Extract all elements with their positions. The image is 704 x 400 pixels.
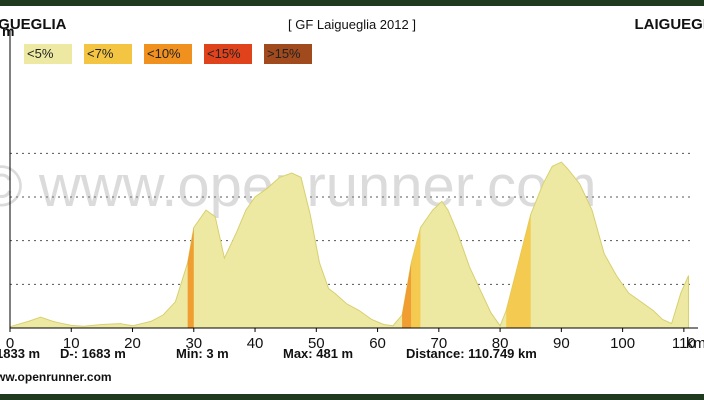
legend-item: <5%: [24, 44, 72, 64]
x-tick-label: 90: [553, 335, 570, 352]
x-tick-label: 30: [185, 335, 202, 352]
gradient-segment: [187, 227, 194, 328]
legend-item: >15%: [264, 44, 312, 64]
gradient-segment: [506, 262, 519, 328]
start-location: IGUEGLIA: [0, 16, 67, 33]
stat-dplus: 1833 m: [0, 346, 41, 361]
legend-item: <7%: [84, 44, 132, 64]
x-tick-label: 70: [430, 335, 447, 352]
x-tick-label: 100: [610, 335, 635, 352]
legend-item: <15%: [204, 44, 252, 64]
x-tick-label: 10: [63, 335, 80, 352]
end-location: LAIGUEGL: [634, 16, 704, 33]
x-tick-label: 0: [6, 335, 14, 352]
gradient-legend: <5% <7% <10% <15% >15%: [24, 44, 312, 64]
x-tick-label: 50: [308, 335, 325, 352]
x-tick-label: 40: [247, 335, 264, 352]
x-tick-label: 110: [672, 335, 696, 352]
x-tick-label: 60: [369, 335, 386, 352]
stat-min: Min: 3 m: [176, 346, 229, 361]
gradient-segment: [402, 262, 412, 328]
profile-panel: IGUEGLIA [ GF Laigueglia 2012 ] LAIGUEGL…: [0, 6, 704, 394]
footer-url[interactable]: ww.openrunner.com: [0, 370, 112, 384]
stat-distance: Distance: 110.749 km: [406, 346, 537, 361]
x-tick-label: 20: [124, 335, 141, 352]
gradient-segment: [518, 214, 531, 328]
stat-max: Max: 481 m: [283, 346, 354, 361]
elevation-chart: © www.openrunner.com 0 10 20 30 40 50 60 70 80 90…: [0, 23, 704, 352]
gradient-segment: [411, 227, 421, 328]
x-tick-label: 80: [492, 335, 509, 352]
y-axis-label: m: [2, 23, 14, 39]
legend-item: <10%: [144, 44, 192, 64]
stat-dminus: D-: 1683 m: [60, 346, 126, 361]
x-axis-label: km: [686, 335, 704, 352]
chart-title: [ GF Laigueglia 2012 ]: [288, 17, 416, 32]
